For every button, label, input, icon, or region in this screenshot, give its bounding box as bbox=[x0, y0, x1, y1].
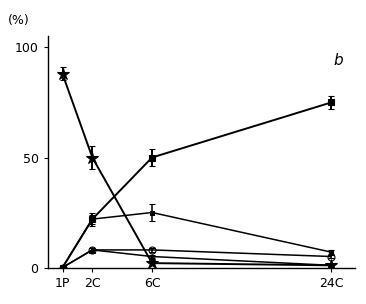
Text: (%): (%) bbox=[8, 14, 29, 27]
Text: b: b bbox=[333, 53, 343, 68]
